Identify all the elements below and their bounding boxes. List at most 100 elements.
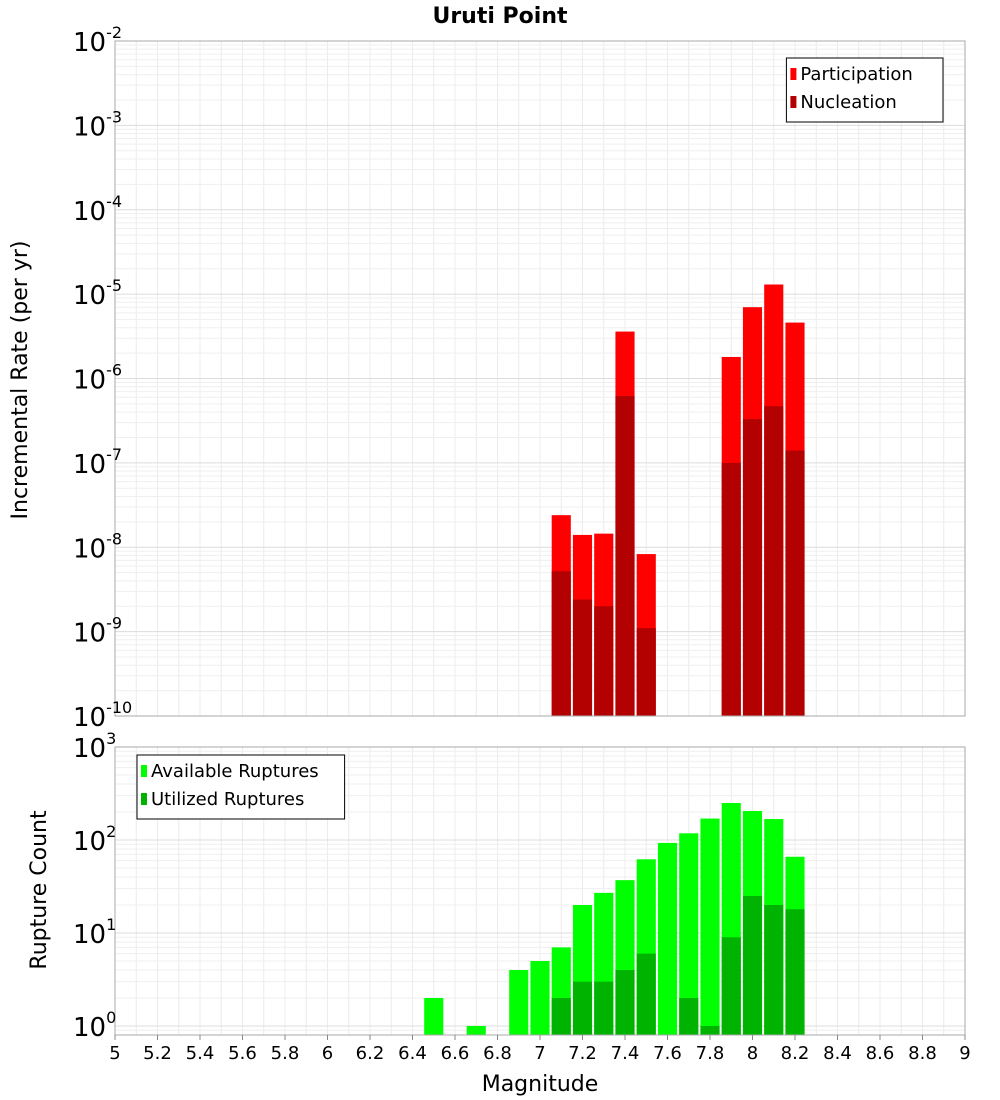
top-y-tick-exponent: -6: [106, 361, 122, 380]
x-tick-label: 7.8: [696, 1043, 725, 1064]
frame-layer: [114, 40, 966, 1040]
top-y-tick-base: 10: [73, 197, 106, 227]
bottom-legend-label: Available Ruptures: [151, 761, 319, 782]
x-tick-label: 6.8: [483, 1043, 512, 1064]
top-y-tick-base: 10: [73, 703, 106, 733]
x-tick-label: 5.2: [143, 1043, 172, 1064]
bottom-bar-utilized-ruptures: [679, 997, 699, 1035]
bottom-y-tick-label: 100: [73, 1008, 116, 1043]
top-y-tick-label: 10-3: [73, 107, 122, 142]
bottom-y-tick-exponent: 1: [106, 915, 116, 934]
legend-layer: Participation Nucleation Available Rupture…: [136, 57, 944, 820]
top-legend-label: Participation: [800, 64, 912, 85]
bottom-bar-utilized-ruptures: [721, 937, 741, 1035]
top-y-tick-exponent: -7: [106, 445, 122, 464]
top-y-tick-label: 10-7: [73, 445, 122, 480]
bottom-bar-utilized-ruptures: [636, 953, 656, 1035]
top-bar-nucleation: [615, 396, 635, 716]
top-plot-border: [114, 40, 966, 717]
top-y-tick-label: 10-5: [73, 276, 122, 311]
x-axis-label: Magnitude: [482, 1072, 599, 1097]
top-bar-nucleation: [721, 462, 741, 716]
bottom-y-tick-base: 10: [73, 827, 106, 857]
top-bar-nucleation: [636, 628, 656, 716]
top-bar-nucleation: [594, 606, 614, 716]
x-tick-label: 5.8: [271, 1043, 300, 1064]
top-bar-nucleation: [572, 599, 593, 716]
x-tick-label: 9: [959, 1043, 970, 1064]
bottom-y-tick-exponent: 0: [106, 1008, 116, 1027]
bottom-y-tick-exponent: 3: [106, 729, 116, 748]
text-layer: Uruti Point Incremental Rate (per yr) Ru…: [8, 4, 971, 1097]
bottom-y-tick-exponent: 2: [106, 822, 116, 841]
x-tick-label: 8.6: [866, 1043, 895, 1064]
x-tick-label: 5: [109, 1043, 120, 1064]
top-y-tick-label: 10-6: [73, 361, 122, 396]
top-y-tick-exponent: -9: [106, 614, 122, 633]
x-tick-label: 7.4: [611, 1043, 640, 1064]
x-tick-label: 5.6: [228, 1043, 257, 1064]
x-tick-label: 8: [747, 1043, 758, 1064]
x-tick-label: 6.2: [356, 1043, 385, 1064]
top-y-axis-label: Incremental Rate (per yr): [8, 241, 33, 520]
top-legend-swatch: [790, 96, 797, 108]
top-bar-nucleation: [742, 419, 763, 716]
top-y-tick-exponent: -8: [106, 529, 122, 548]
top-y-tick-base: 10: [73, 534, 106, 564]
bottom-legend-label: Utilized Ruptures: [151, 789, 304, 810]
x-tick-label: 7.6: [653, 1043, 682, 1064]
bottom-bar-utilized-ruptures: [700, 1025, 720, 1035]
x-tick-label: 8.8: [908, 1043, 937, 1064]
bottom-bar-utilized-ruptures: [615, 969, 635, 1035]
x-tick-label: 6.6: [441, 1043, 470, 1064]
bottom-bar-available-ruptures: [424, 997, 444, 1035]
x-tick-label: 7: [534, 1043, 545, 1064]
bottom-bar-utilized-ruptures: [572, 981, 593, 1035]
top-bar-nucleation: [764, 406, 784, 716]
top-legend-swatch: [790, 68, 797, 80]
bottom-y-tick-label: 102: [73, 822, 116, 857]
chart-title: Uruti Point: [432, 4, 568, 29]
bottom-legend-box: [136, 754, 346, 820]
bottom-bar-utilized-ruptures: [551, 997, 571, 1035]
top-y-tick-base: 10: [73, 366, 106, 396]
bottom-bar-available-ruptures: [466, 1025, 486, 1035]
bottom-bar-available-ruptures: [509, 969, 529, 1035]
top-y-tick-exponent: -4: [106, 192, 122, 211]
top-bar-nucleation: [785, 450, 805, 716]
top-y-tick-label: 10-2: [73, 23, 122, 58]
top-y-tick-exponent: -3: [106, 107, 122, 126]
x-tick-label: 7.2: [568, 1043, 597, 1064]
x-tick-label: 5.4: [186, 1043, 215, 1064]
bottom-legend-swatch: [141, 793, 147, 805]
x-tick-label: 6: [322, 1043, 333, 1064]
grid-layer: [115, 41, 965, 1035]
top-y-tick-label: 10-4: [73, 192, 122, 227]
top-y-tick-label: 10-9: [73, 614, 122, 649]
x-tick-label: 8.4: [823, 1043, 852, 1064]
bottom-bar-available-ruptures: [530, 960, 550, 1035]
top-y-tick-label: 10-10: [73, 698, 132, 733]
top-y-tick-base: 10: [73, 281, 106, 311]
top-y-tick-base: 10: [73, 619, 106, 649]
bottom-bar-utilized-ruptures: [594, 981, 614, 1035]
bottom-bar-utilized-ruptures: [742, 895, 763, 1035]
top-y-tick-base: 10: [73, 450, 106, 480]
top-y-tick-base: 10: [73, 112, 106, 142]
bottom-y-tick-base: 10: [73, 734, 106, 764]
top-y-tick-exponent: -5: [106, 276, 122, 295]
top-legend-box: [785, 57, 944, 123]
bottom-y-tick-label: 101: [73, 915, 116, 950]
bottom-bar-utilized-ruptures: [785, 909, 805, 1035]
top-bar-nucleation: [551, 571, 571, 716]
top-y-tick-exponent: -10: [106, 698, 132, 717]
bottom-y-tick-label: 103: [73, 729, 116, 764]
top-y-tick-exponent: -2: [106, 23, 122, 42]
bottom-y-tick-base: 10: [73, 920, 106, 950]
bottom-bar-available-ruptures: [657, 842, 678, 1035]
bottom-bar-utilized-ruptures: [764, 904, 784, 1035]
bottom-bar-available-ruptures: [679, 833, 699, 1035]
bottom-y-tick-base: 10: [73, 1013, 106, 1043]
x-tick-label: 8.2: [781, 1043, 810, 1064]
